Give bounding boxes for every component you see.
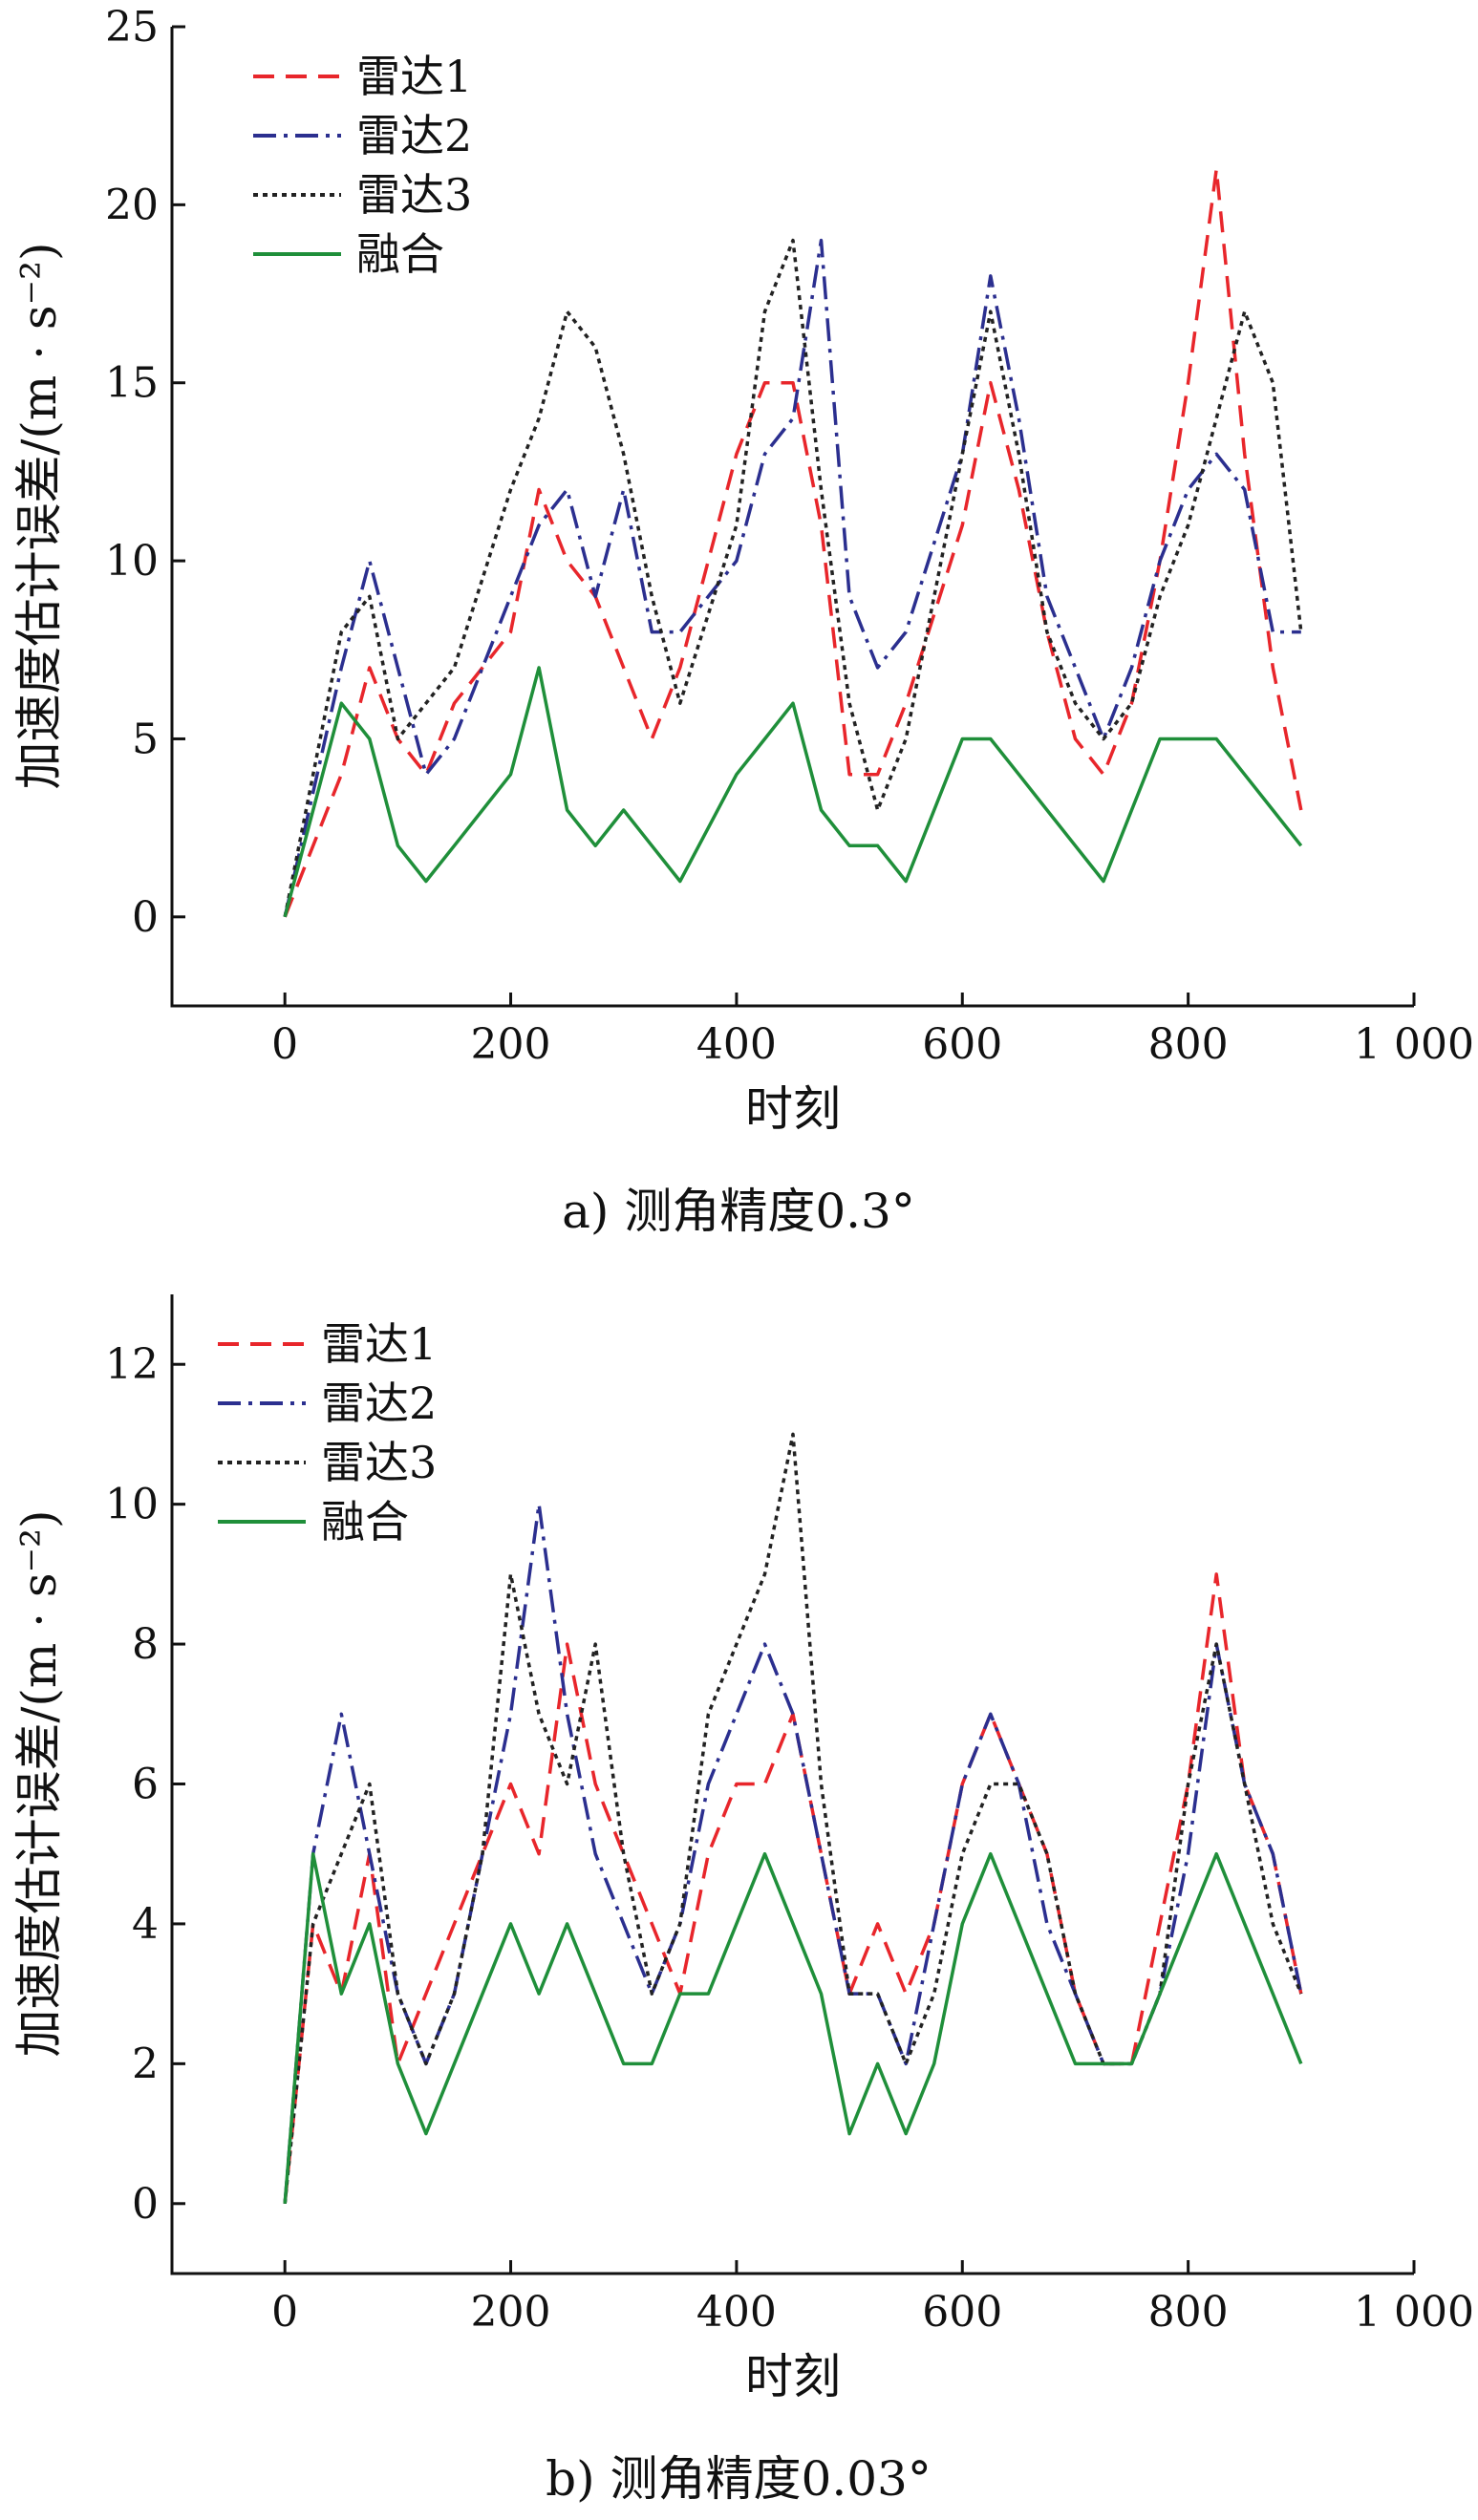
x-tick-label: 600 <box>922 2288 1002 2337</box>
series-line-2 <box>283 1502 1303 2204</box>
series-line-3 <box>283 1432 1303 2204</box>
y-tick-label: 15 <box>105 359 159 408</box>
y-tick-label: 20 <box>105 181 159 229</box>
legend-label-3: 雷达3 <box>321 1437 437 1488</box>
legend-a: 雷达1 雷达2 雷达3 融合 <box>253 51 472 280</box>
series-line-2 <box>283 238 1301 918</box>
x-tick-label: 200 <box>471 2288 551 2337</box>
x-tick-label: 0 <box>271 2288 298 2337</box>
legend-label-2: 雷达2 <box>356 110 472 161</box>
legend-label-1: 雷达1 <box>356 51 472 102</box>
y-tick-label: 0 <box>132 2180 159 2229</box>
x-tick-label: 800 <box>1148 2288 1229 2337</box>
x-tick-label: 0 <box>271 1020 298 1069</box>
series-line-3 <box>283 238 1303 918</box>
x-axis-label-b: 时刻 <box>745 2349 841 2404</box>
y-tick-label: 2 <box>132 2039 159 2088</box>
x-tick-label: 1 000 <box>1354 1020 1474 1069</box>
axis-frame-b <box>170 1294 1414 2275</box>
y-tick-label: 0 <box>132 893 159 942</box>
legend-label-4: 融合 <box>356 228 444 280</box>
chart-panel-b: 0 200 400 600 800 1 000 0 2 4 6 8 10 12 时刻 加速度估计误差/(… <box>11 1294 1474 2507</box>
y-tick-label: 12 <box>105 1340 159 1389</box>
legend-label-4: 融合 <box>321 1496 409 1548</box>
y-tick-label: 5 <box>132 715 159 763</box>
y-tick-label: 10 <box>105 537 159 586</box>
series-line-4 <box>283 666 1303 918</box>
x-tick-label: 1 000 <box>1354 2288 1474 2337</box>
legend-label-2: 雷达2 <box>321 1377 437 1429</box>
series-line-1 <box>283 167 1303 918</box>
y-tick-label: 4 <box>132 1900 159 1949</box>
x-tick-label: 600 <box>922 1020 1002 1069</box>
x-axis-label-a: 时刻 <box>745 1081 841 1137</box>
y-tick-label: 6 <box>132 1761 159 1809</box>
chart-panel-a: 0 200 400 600 800 1 000 0 5 10 15 20 25 时刻 加速度估计误差/… <box>11 3 1474 1239</box>
legend-label-3: 雷达3 <box>356 169 472 221</box>
y-axis-label-b: 加速度估计误差/(m · s⁻²) <box>11 1509 67 2057</box>
x-tick-label: 200 <box>471 1020 551 1069</box>
x-tick-label: 400 <box>696 1020 777 1069</box>
caption-a: a) 测角精度0.3° <box>562 1184 915 1239</box>
legend-b: 雷达1 雷达2 雷达3 融合 <box>218 1318 437 1548</box>
x-tick-label: 800 <box>1148 1020 1229 1069</box>
y-axis-label-a: 加速度估计误差/(m · s⁻²) <box>11 242 67 789</box>
caption-b: b) 测角精度0.03° <box>546 2451 932 2507</box>
y-tick-label: 8 <box>132 1620 159 1669</box>
axis-frame-a <box>170 27 1414 1008</box>
series-line-4 <box>283 1851 1303 2204</box>
legend-label-1: 雷达1 <box>321 1318 437 1370</box>
x-tick-label: 400 <box>696 2288 777 2337</box>
y-tick-label: 25 <box>105 3 159 52</box>
y-tick-label: 10 <box>105 1481 159 1529</box>
